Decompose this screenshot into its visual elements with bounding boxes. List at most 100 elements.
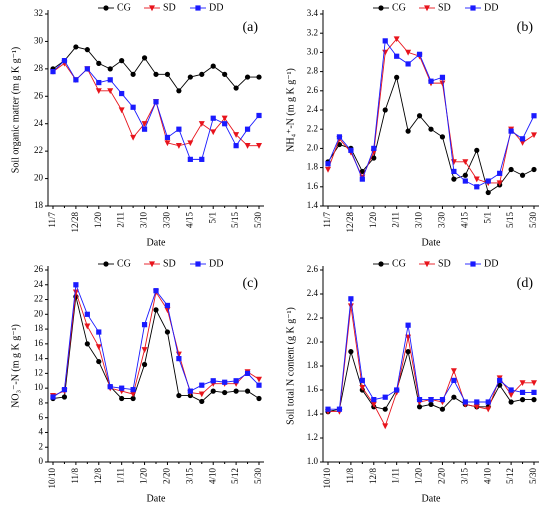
point <box>428 78 434 84</box>
point <box>176 392 182 399</box>
x-tick-label: 2/11 <box>391 212 401 228</box>
point <box>198 391 205 398</box>
point <box>439 134 446 140</box>
point <box>519 172 526 178</box>
legend-marker <box>470 261 476 267</box>
panel-annotation: (a) <box>242 20 258 35</box>
point <box>256 395 262 402</box>
point <box>244 388 251 394</box>
point <box>141 126 148 132</box>
point <box>382 406 388 412</box>
point <box>187 140 194 147</box>
point <box>416 51 423 57</box>
legend-marker <box>195 5 201 11</box>
point <box>210 388 216 394</box>
point <box>405 349 411 355</box>
point <box>130 387 136 393</box>
point <box>50 394 56 400</box>
y-axis-label: Soil total N content (g K g⁻¹) <box>285 307 296 425</box>
point <box>256 376 262 383</box>
y-tick-label: 2.0 <box>307 336 319 346</box>
point <box>153 99 159 105</box>
series-line <box>52 284 260 398</box>
y-tick-label: 24 <box>34 279 44 289</box>
y-axis-label: NH₄⁺-N (m g K g⁻¹) <box>285 68 296 152</box>
point <box>233 132 240 138</box>
point <box>256 382 262 388</box>
point <box>519 397 526 403</box>
y-tick-label: 2.6 <box>307 85 319 95</box>
point <box>84 311 90 317</box>
legend-label: SD <box>438 2 451 13</box>
legend-label: CG <box>392 258 406 269</box>
point <box>497 377 503 383</box>
x-tick-label: 4/10 <box>207 468 217 485</box>
legend-label: DD <box>484 2 498 13</box>
x-tick-label: 5/30 <box>253 212 263 229</box>
point <box>405 128 411 134</box>
x-tick-label: 3/15 <box>459 468 469 485</box>
x-tick-label: 1/20 <box>139 468 149 485</box>
y-tick-label: 2.0 <box>307 142 319 152</box>
x-tick-label: 11/7 <box>322 212 332 228</box>
point <box>164 140 171 147</box>
point <box>84 47 90 53</box>
point <box>233 85 239 91</box>
x-axis-label: Date <box>147 493 166 504</box>
series-line <box>328 305 534 428</box>
y-axis-label: NO₃⁻-N (m g K g⁻¹) <box>10 324 21 408</box>
legend-marker <box>424 5 430 12</box>
y-tick-label: 1.0 <box>307 456 319 466</box>
point <box>428 397 434 403</box>
point <box>428 401 434 407</box>
point <box>370 149 377 156</box>
point <box>474 147 480 153</box>
point <box>405 49 412 56</box>
point <box>50 69 56 75</box>
legend-label: DD <box>209 258 223 269</box>
point <box>210 63 216 69</box>
point <box>199 156 205 162</box>
y-tick-label: 3.0 <box>307 46 319 56</box>
x-tick-label: 5/30 <box>253 468 263 485</box>
point <box>382 38 388 44</box>
point <box>531 166 537 173</box>
point <box>508 392 515 398</box>
x-tick-label: 5/1 <box>207 212 217 224</box>
point <box>244 143 251 149</box>
x-tick-label: 5/30 <box>528 212 538 229</box>
point <box>107 88 114 94</box>
point <box>176 126 182 132</box>
point <box>405 322 411 328</box>
x-tick-label: 10/10 <box>47 468 57 489</box>
point <box>531 389 537 395</box>
legend-label: SD <box>163 258 176 269</box>
point <box>95 344 102 350</box>
point <box>164 329 171 335</box>
point <box>210 129 217 136</box>
legend-label: CG <box>117 258 131 269</box>
point <box>164 134 171 141</box>
point <box>233 378 239 384</box>
point <box>256 143 262 149</box>
point <box>473 176 480 183</box>
x-tick-label: 1/11 <box>116 468 126 484</box>
point <box>325 161 331 167</box>
point <box>153 71 159 77</box>
y-tick-label: 28 <box>34 63 44 73</box>
point <box>394 74 400 80</box>
point <box>519 380 526 386</box>
point <box>531 397 537 403</box>
point <box>462 399 468 405</box>
point <box>531 132 537 139</box>
point <box>187 388 193 394</box>
y-tick-label: 1.2 <box>307 432 318 442</box>
point <box>175 143 182 149</box>
x-tick-label: 5/30 <box>528 468 538 485</box>
point <box>256 74 262 80</box>
point <box>439 80 446 87</box>
point <box>96 329 102 335</box>
point <box>416 397 423 403</box>
y-tick-label: 12 <box>34 367 43 377</box>
